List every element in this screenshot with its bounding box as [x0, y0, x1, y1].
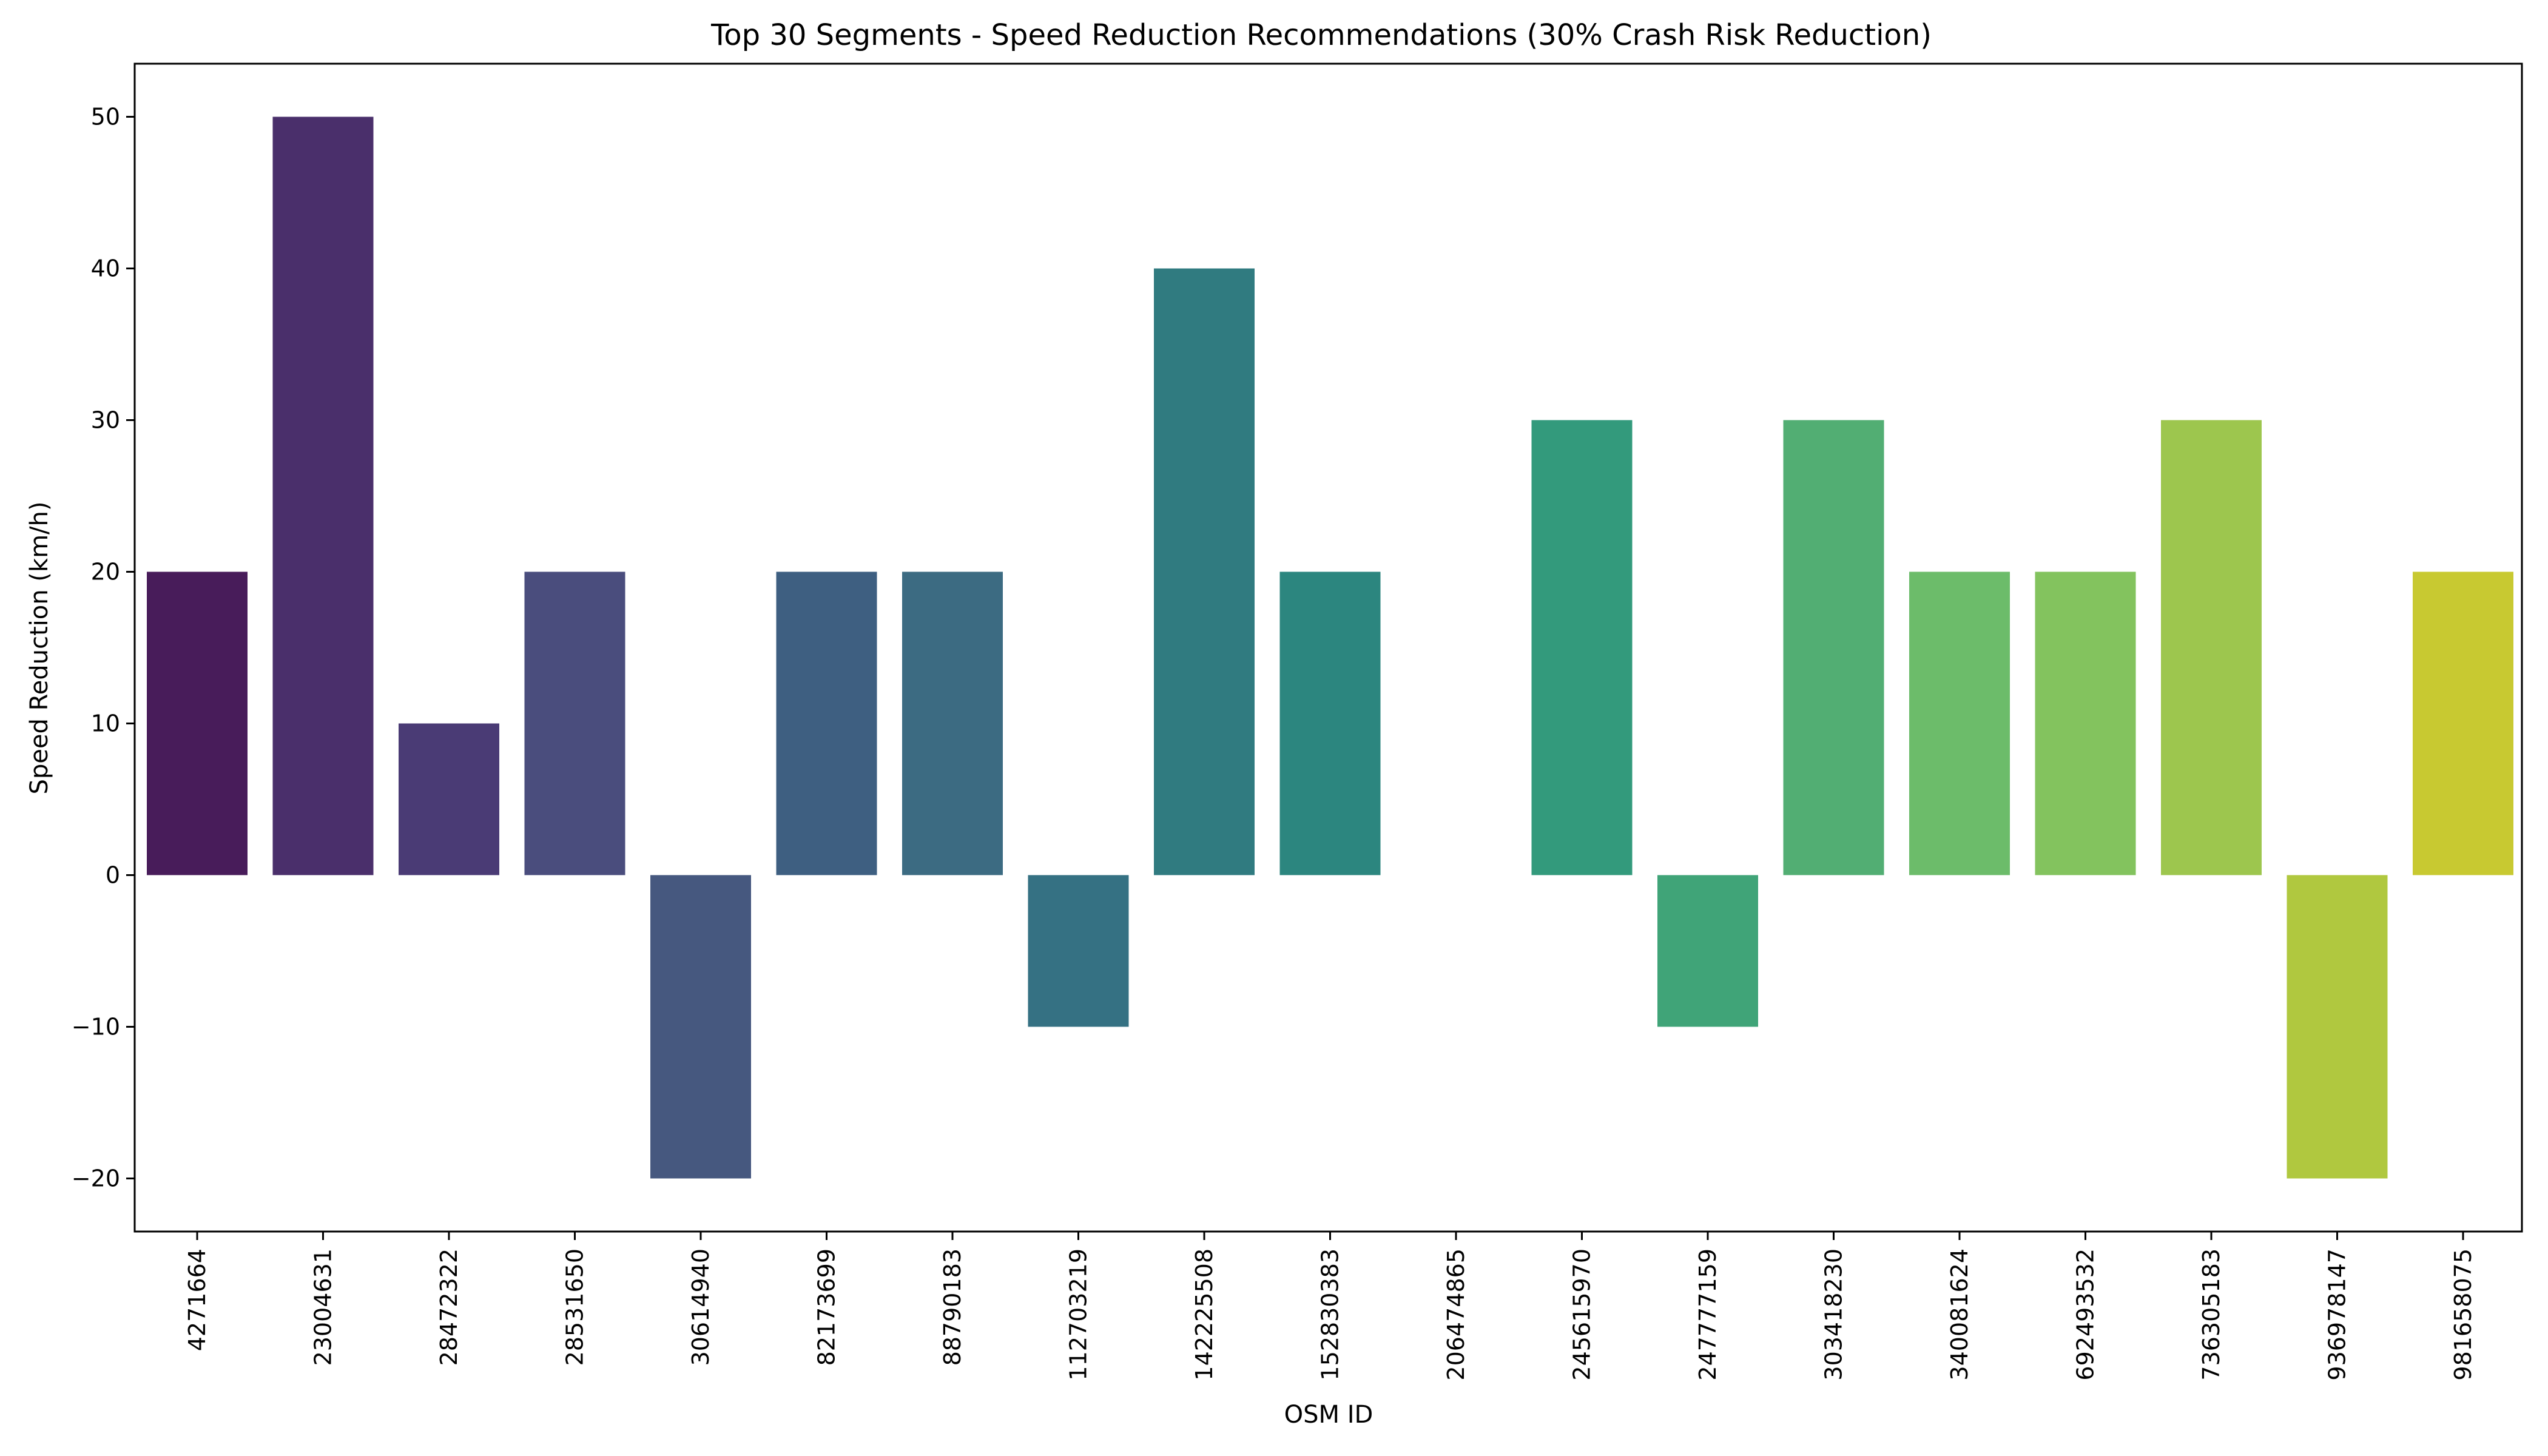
- y-tick-label: 10: [91, 710, 120, 737]
- bar-82173699: [776, 571, 877, 875]
- x-tick-label: 152830383: [1317, 1249, 1344, 1381]
- bar-692493532: [2035, 571, 2136, 875]
- x-tick-label: 112703219: [1065, 1249, 1092, 1381]
- x-tick-label: 245615970: [1569, 1249, 1596, 1381]
- bar-936978147: [2287, 875, 2388, 1179]
- y-tick-label: 40: [91, 255, 120, 282]
- y-tick-label: 50: [91, 104, 120, 130]
- bar-981658075: [2413, 571, 2513, 875]
- x-tick-label: 936978147: [2324, 1249, 2351, 1381]
- x-tick-label: 142225508: [1191, 1249, 1218, 1381]
- x-axis-label: OSM ID: [1284, 1401, 1373, 1429]
- x-tick-label: 981658075: [2450, 1249, 2476, 1381]
- bar-245615970: [1531, 420, 1633, 875]
- bar-23004631: [272, 116, 374, 875]
- x-tick-label: 23004631: [310, 1249, 337, 1366]
- plot-frame: [133, 62, 2523, 1233]
- chart-title: Top 30 Segments - Speed Reduction Recomm…: [710, 18, 1932, 52]
- bar-303418230: [1783, 420, 1884, 875]
- x-tick-label: 82173699: [814, 1249, 840, 1366]
- y-tick-label: −10: [72, 1014, 120, 1040]
- x-tick-label: 206474865: [1443, 1249, 1469, 1381]
- bars-layer: [147, 116, 2513, 1179]
- x-tick-label: 30614940: [687, 1249, 714, 1366]
- x-tick-label: 4271664: [184, 1249, 211, 1351]
- bar-88790183: [902, 571, 1003, 875]
- bar-28531650: [524, 571, 625, 875]
- bar-142225508: [1154, 268, 1255, 875]
- bar-30614940: [650, 875, 751, 1179]
- y-tick-label: 20: [91, 559, 120, 585]
- x-tick-label: 340081624: [1946, 1249, 1973, 1381]
- x-tick-label: 303418230: [1821, 1249, 1847, 1381]
- bar-247777159: [1657, 875, 1758, 1027]
- x-tick-label: 28531650: [562, 1249, 588, 1366]
- bar-152830383: [1279, 571, 1381, 875]
- y-tick-label: −20: [72, 1165, 120, 1192]
- x-tick-label: 736305183: [2198, 1249, 2225, 1381]
- x-tick-label: 692493532: [2072, 1249, 2099, 1381]
- bar-736305183: [2161, 420, 2262, 875]
- bar-112703219: [1028, 875, 1129, 1027]
- bar-340081624: [1909, 571, 2010, 875]
- x-tick-label: 28472322: [436, 1249, 462, 1366]
- x-axis-ticks: 4271664 23004631 28472322 28531650 30614940 8…: [184, 1232, 2476, 1381]
- x-tick-label: 247777159: [1694, 1249, 1721, 1381]
- y-tick-label: 30: [91, 407, 120, 434]
- y-axis-ticks: 50 40 30 20 10 0 −10 −20: [72, 104, 135, 1192]
- y-axis-label: Speed Reduction (km/h): [25, 502, 53, 795]
- bar-4271664: [147, 571, 248, 875]
- y-tick-label: 0: [106, 862, 120, 889]
- bar-28472322: [399, 723, 499, 875]
- x-tick-label: 88790183: [939, 1249, 966, 1366]
